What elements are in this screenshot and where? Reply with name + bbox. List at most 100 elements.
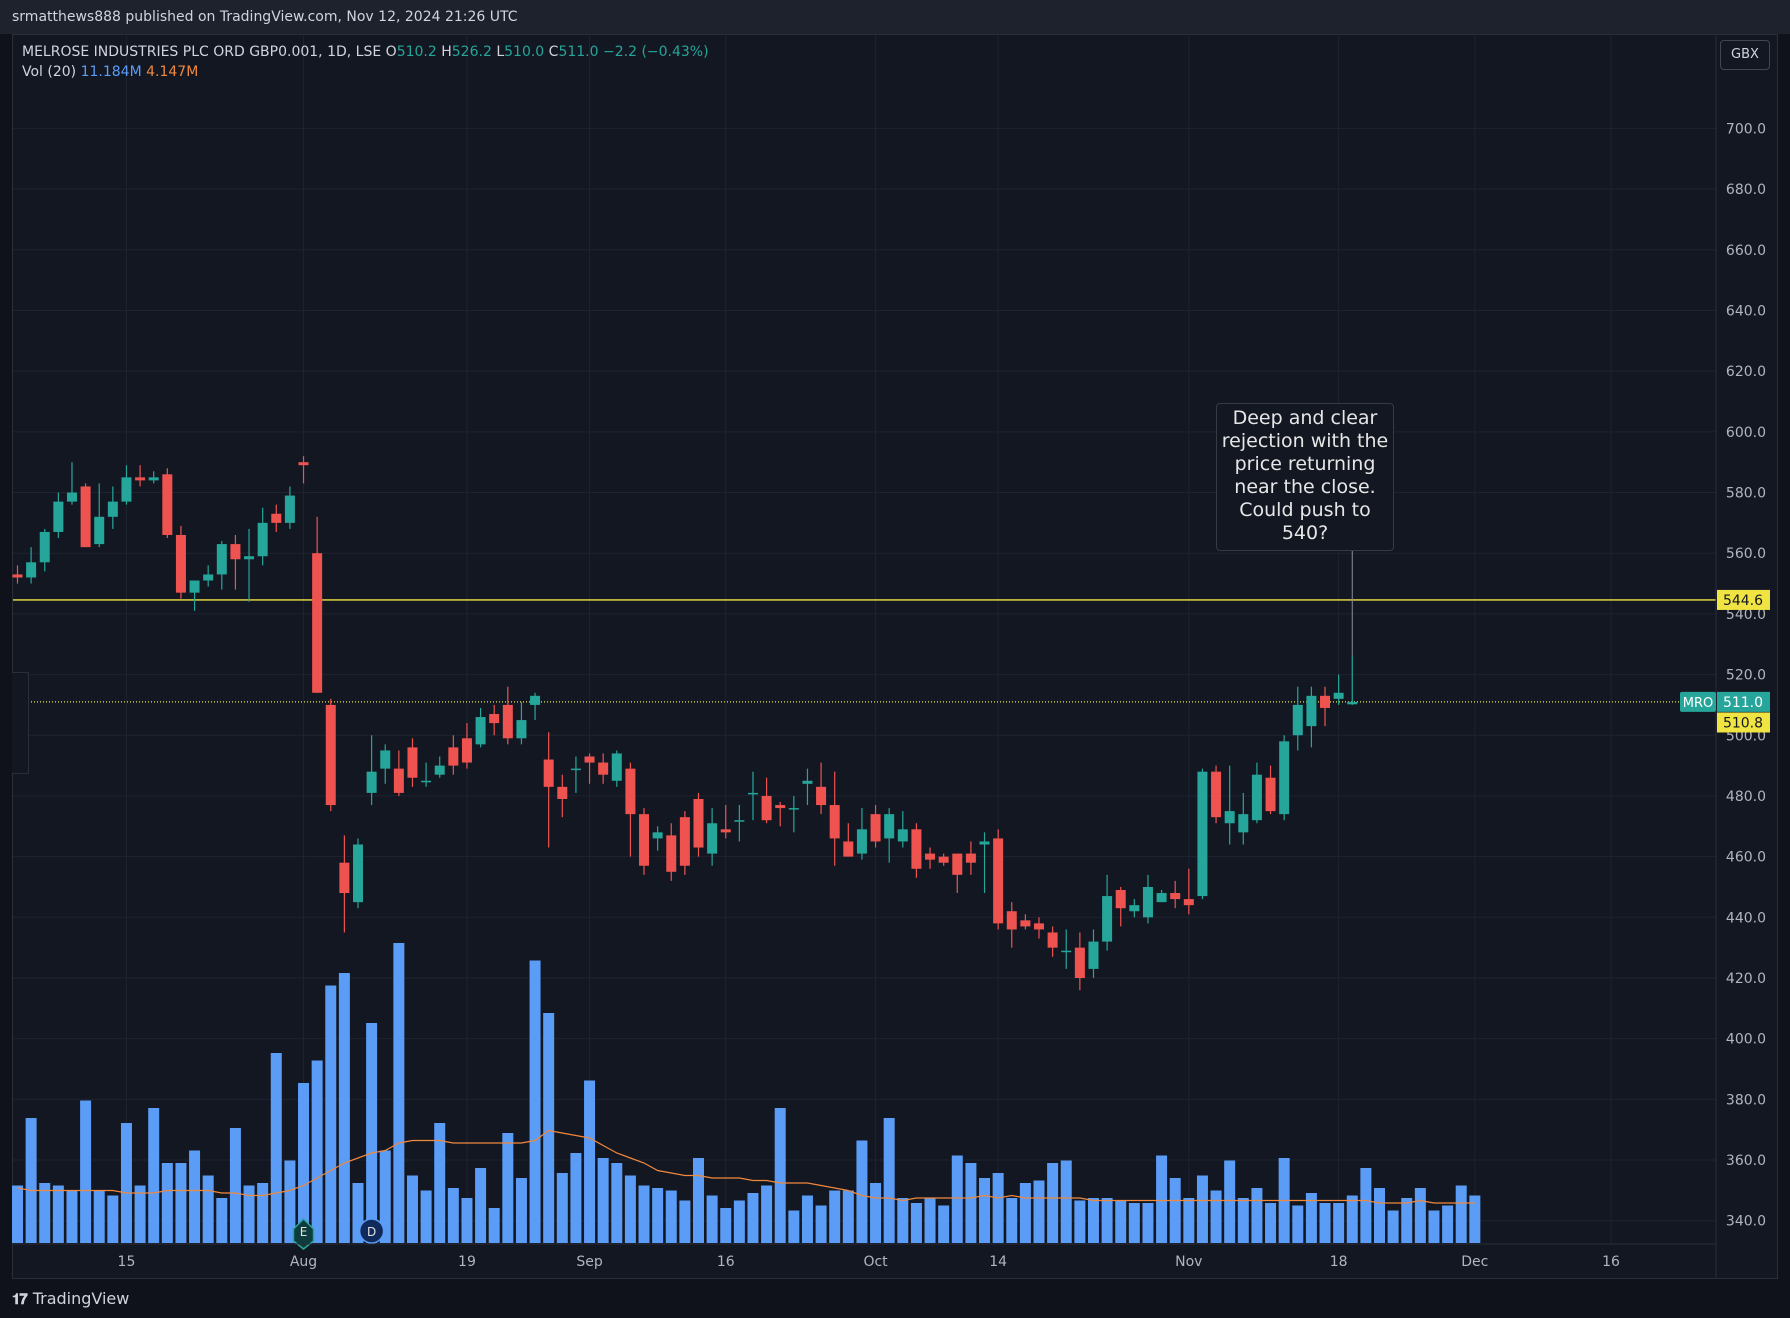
open-value: 510.2	[396, 44, 437, 60]
candle-body	[80, 486, 91, 548]
volume-bar	[25, 1118, 37, 1243]
candle-body	[148, 477, 159, 481]
candle-body	[993, 838, 1004, 924]
volume-bar	[284, 1160, 296, 1243]
candle-body	[516, 720, 527, 739]
chart-frame[interactable]	[12, 34, 1778, 1279]
low-value: 510.0	[504, 44, 545, 60]
level-price-value: 544.6	[1723, 593, 1763, 609]
candle-body	[461, 738, 472, 763]
volume-bar	[720, 1208, 732, 1243]
candle-body	[639, 814, 650, 866]
y-tick-label: 600.0	[1726, 425, 1766, 441]
level-price-badge	[1717, 712, 1770, 733]
x-tick-label: 14	[989, 1254, 1007, 1270]
candle-body	[870, 814, 881, 842]
candle-body	[1279, 741, 1290, 815]
close-value: 511.0	[558, 44, 599, 60]
volume-row: Vol (20) 11.184M 4.147M	[22, 62, 709, 82]
axes: 340.0 360.0 380.0 400.0 420.0 440.0 460.0 480.0…	[13, 36, 1766, 1278]
candle-body	[1061, 950, 1072, 953]
volume-bar	[338, 973, 350, 1243]
tradingview-logo-icon[interactable]: 𝟏𝟕	[12, 1290, 28, 1308]
candle-body	[1129, 905, 1140, 912]
y-tick-label: 620.0	[1726, 364, 1766, 380]
candle-body	[189, 580, 200, 593]
volume-ma-line	[17, 1129, 1475, 1204]
annotation-callout[interactable]: Deep and clear rejection with the price …	[1216, 403, 1394, 551]
price-levels	[13, 599, 1716, 703]
x-tick-label: 19	[458, 1254, 476, 1270]
volume-bar	[529, 960, 541, 1243]
candle-body	[734, 820, 745, 822]
candle-body	[66, 492, 77, 502]
candle-body	[298, 462, 309, 466]
volume-bar	[693, 1158, 704, 1243]
volume-bar	[202, 1175, 214, 1243]
candle-body	[1156, 893, 1167, 903]
earnings-marker-icon: E	[292, 1217, 315, 1250]
symbol-title[interactable]: MELROSE INDUSTRIES PLC ORD GBP0.001, 1D,…	[22, 44, 382, 60]
candle-body	[1034, 923, 1044, 930]
last-price-badge	[1717, 691, 1770, 712]
candle-body	[1197, 771, 1208, 897]
dividend-marker-shape	[358, 1218, 385, 1244]
currency-button[interactable]: GBX	[1720, 40, 1770, 70]
candle-body	[434, 765, 445, 775]
volume-bar	[107, 1195, 119, 1243]
y-tick-label: 700.0	[1726, 121, 1766, 137]
volume-bar	[1142, 1203, 1154, 1243]
volume-bar	[1251, 1188, 1263, 1243]
candle-body	[816, 786, 827, 806]
volume-bar	[1428, 1210, 1440, 1243]
volume-bar	[1006, 1198, 1018, 1243]
low-label: L	[496, 44, 505, 60]
candle-body	[938, 856, 949, 863]
volume-bar	[774, 1108, 786, 1243]
volume-bar	[897, 1198, 909, 1243]
candle-body	[1074, 947, 1085, 978]
open-label: O	[385, 44, 397, 60]
candle-body	[1251, 774, 1262, 821]
candle-body	[1211, 771, 1222, 818]
x-tick-label: Oct	[863, 1254, 888, 1270]
x-tick-label: 16	[717, 1254, 735, 1270]
volume-bar	[815, 1205, 827, 1243]
close-label: C	[548, 44, 559, 60]
volume-bar	[829, 1190, 841, 1243]
volume-bar	[1237, 1198, 1249, 1243]
volume-bar	[1101, 1198, 1113, 1243]
y-tick-label: 400.0	[1726, 1032, 1766, 1048]
x-tick-label: 18	[1330, 1254, 1348, 1270]
candles	[12, 456, 1358, 991]
volume-bar	[257, 1183, 269, 1243]
volume-bar	[1183, 1198, 1195, 1243]
candle-body	[1115, 889, 1126, 909]
candle-body	[1006, 911, 1017, 930]
volume-bar	[801, 1195, 813, 1243]
volume-bar	[189, 1150, 201, 1243]
candle-body	[1265, 777, 1276, 812]
y-tick-label: 660.0	[1726, 243, 1766, 259]
volume-bar	[1224, 1160, 1236, 1243]
volume-label[interactable]: Vol (20)	[22, 64, 77, 80]
left-collapse-tab[interactable]	[12, 672, 29, 774]
candle-body	[747, 792, 758, 795]
volume-bar	[638, 1185, 650, 1243]
candle-body	[761, 795, 772, 821]
candle-body	[693, 798, 704, 848]
volume-bar	[883, 1118, 895, 1243]
candle-body	[570, 768, 581, 771]
candle-body	[802, 780, 813, 784]
candle-body	[162, 474, 173, 535]
volume-bar	[1292, 1205, 1304, 1243]
footer-brand[interactable]: TradingView	[32, 1289, 130, 1308]
volume-bar	[161, 1163, 173, 1243]
candle-body	[1170, 893, 1181, 900]
candle-body	[393, 768, 404, 793]
candle-body	[911, 829, 922, 869]
x-tick-label: Aug	[290, 1254, 317, 1270]
high-label: H	[441, 44, 452, 60]
y-tick-label: 380.0	[1726, 1092, 1766, 1108]
